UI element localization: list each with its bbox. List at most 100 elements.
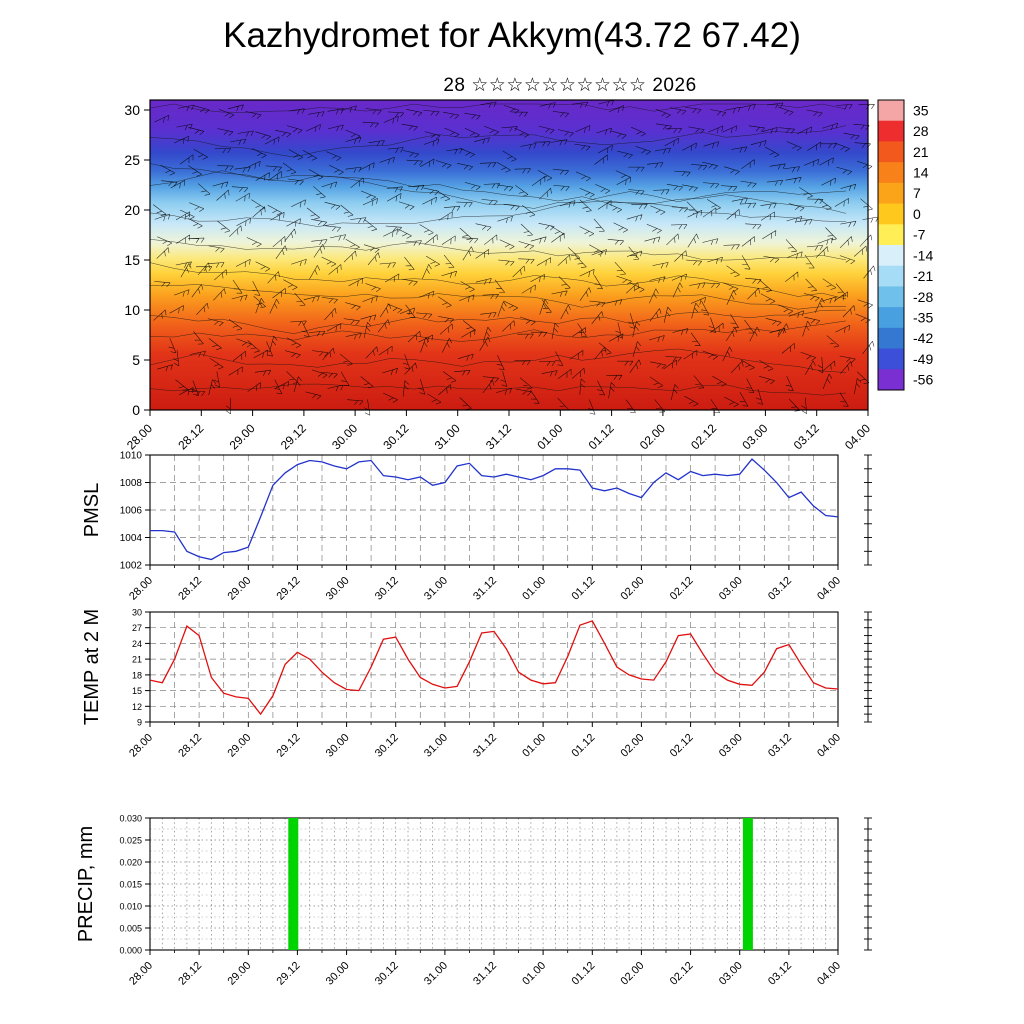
- svg-text:14: 14: [913, 165, 929, 181]
- svg-text:04.00: 04.00: [815, 960, 843, 988]
- svg-text:7: 7: [913, 185, 921, 201]
- svg-text:31.12: 31.12: [471, 575, 499, 603]
- svg-text:28.00: 28.00: [124, 421, 155, 452]
- svg-text:30: 30: [132, 608, 142, 618]
- svg-text:02.12: 02.12: [668, 575, 696, 603]
- svg-text:31.00: 31.00: [422, 732, 450, 760]
- svg-text:15: 15: [124, 252, 140, 268]
- svg-text:29.00: 29.00: [225, 732, 253, 760]
- temp-axis-label: TEMP at 2 M: [81, 608, 103, 726]
- svg-text:28.12: 28.12: [176, 575, 204, 603]
- svg-text:12: 12: [132, 702, 142, 712]
- svg-text:03.00: 03.00: [717, 575, 745, 603]
- svg-text:29.12: 29.12: [278, 421, 309, 452]
- svg-text:-14: -14: [913, 247, 933, 263]
- svg-text:9: 9: [137, 718, 142, 728]
- svg-text:02.00: 02.00: [637, 421, 668, 452]
- svg-text:28.00: 28.00: [127, 960, 155, 988]
- svg-text:28.12: 28.12: [176, 732, 204, 760]
- svg-text:18: 18: [132, 670, 142, 680]
- svg-text:1004: 1004: [120, 533, 143, 544]
- svg-text:31.12: 31.12: [471, 732, 499, 760]
- svg-text:01.12: 01.12: [586, 421, 617, 452]
- precip-panel: 0.000 0.005 0.010 0.015 0.020 0.025 0.030 28.00…: [119, 814, 872, 988]
- svg-text:03.12: 03.12: [791, 421, 822, 452]
- svg-text:01.12: 01.12: [569, 575, 597, 603]
- svg-text:0.005: 0.005: [119, 924, 142, 934]
- svg-text:-28: -28: [913, 289, 933, 305]
- svg-text:1008: 1008: [120, 478, 143, 489]
- svg-text:29.00: 29.00: [227, 421, 258, 452]
- svg-text:30: 30: [124, 102, 140, 118]
- precip-bar: [288, 818, 299, 950]
- svg-text:03.12: 03.12: [766, 575, 794, 603]
- precip-axis-label: PRECIP, mm: [75, 825, 97, 943]
- svg-text:27: 27: [132, 623, 142, 633]
- svg-text:15: 15: [132, 686, 142, 696]
- svg-text:28.12: 28.12: [176, 960, 204, 988]
- svg-text:30.00: 30.00: [324, 575, 352, 603]
- svg-text:01.00: 01.00: [534, 421, 565, 452]
- svg-text:-21: -21: [913, 268, 933, 284]
- svg-text:01.00: 01.00: [520, 960, 548, 988]
- svg-text:29.12: 29.12: [275, 575, 303, 603]
- svg-text:29.00: 29.00: [225, 575, 253, 603]
- precip-bar: [742, 818, 753, 950]
- svg-text:21: 21: [913, 144, 929, 160]
- svg-text:02.00: 02.00: [619, 960, 647, 988]
- svg-text:-35: -35: [913, 310, 933, 326]
- svg-text:0.000: 0.000: [119, 946, 142, 956]
- temp-panel: 9 12 15 18 21 24 27 30 28.00 28.12 29.00 29.12 30.00…: [127, 608, 872, 760]
- svg-text:24: 24: [132, 639, 142, 649]
- svg-text:1006: 1006: [120, 506, 143, 517]
- pmsl-series: [150, 458, 839, 561]
- svg-text:29.12: 29.12: [275, 732, 303, 760]
- svg-text:03.12: 03.12: [766, 732, 794, 760]
- svg-text:03.12: 03.12: [766, 960, 794, 988]
- svg-text:28: 28: [913, 123, 929, 139]
- svg-text:30.12: 30.12: [373, 960, 401, 988]
- svg-text:30.12: 30.12: [373, 732, 401, 760]
- pmsl-panel: 1002 1004 1006 1008 1010 28.00 28.12 29.00 29.12…: [120, 451, 872, 603]
- svg-text:30.00: 30.00: [324, 960, 352, 988]
- svg-text:1002: 1002: [120, 561, 143, 572]
- svg-text:03.00: 03.00: [717, 960, 745, 988]
- svg-text:02.00: 02.00: [619, 575, 647, 603]
- svg-text:31.00: 31.00: [422, 960, 450, 988]
- svg-text:28.12: 28.12: [175, 421, 206, 452]
- svg-text:04.00: 04.00: [815, 732, 843, 760]
- svg-text:30.00: 30.00: [329, 421, 360, 452]
- svg-text:02.12: 02.12: [688, 421, 719, 452]
- svg-text:0.025: 0.025: [119, 836, 142, 846]
- svg-text:0: 0: [132, 402, 140, 418]
- svg-text:1010: 1010: [120, 451, 143, 462]
- svg-text:30.00: 30.00: [324, 732, 352, 760]
- svg-text:-56: -56: [913, 372, 933, 388]
- svg-text:31.00: 31.00: [422, 575, 450, 603]
- colorbar: 35 28 21 14 7 0 -7 -14 -21 -28 -35 -42 -49 -56: [877, 99, 933, 391]
- svg-text:0.030: 0.030: [119, 814, 142, 824]
- svg-text:03.00: 03.00: [739, 421, 770, 452]
- svg-text:5: 5: [132, 352, 140, 368]
- svg-text:0.020: 0.020: [119, 858, 142, 868]
- pmsl-axis-label: PMSL: [81, 482, 103, 538]
- svg-text:21: 21: [132, 655, 142, 665]
- svg-text:30.12: 30.12: [380, 421, 411, 452]
- svg-text:25: 25: [124, 152, 140, 168]
- svg-text:31.12: 31.12: [483, 421, 514, 452]
- svg-text:31.00: 31.00: [432, 421, 463, 452]
- svg-text:0.015: 0.015: [119, 880, 142, 890]
- svg-text:04.00: 04.00: [815, 575, 843, 603]
- svg-text:01.12: 01.12: [569, 960, 597, 988]
- page-title: Kazhydromet for Akkym(43.72 67.42): [223, 16, 801, 55]
- svg-text:29.12: 29.12: [275, 960, 303, 988]
- svg-text:30.12: 30.12: [373, 575, 401, 603]
- svg-text:01.12: 01.12: [569, 732, 597, 760]
- cross-section-panel: 0 5 10 15 20 25 30 28.00 28.12 29.00 29.12 30.00 30.…: [124, 99, 879, 452]
- svg-text:01.00: 01.00: [520, 575, 548, 603]
- svg-text:0.010: 0.010: [119, 902, 142, 912]
- svg-text:20: 20: [124, 202, 140, 218]
- svg-text:04.00: 04.00: [842, 421, 873, 452]
